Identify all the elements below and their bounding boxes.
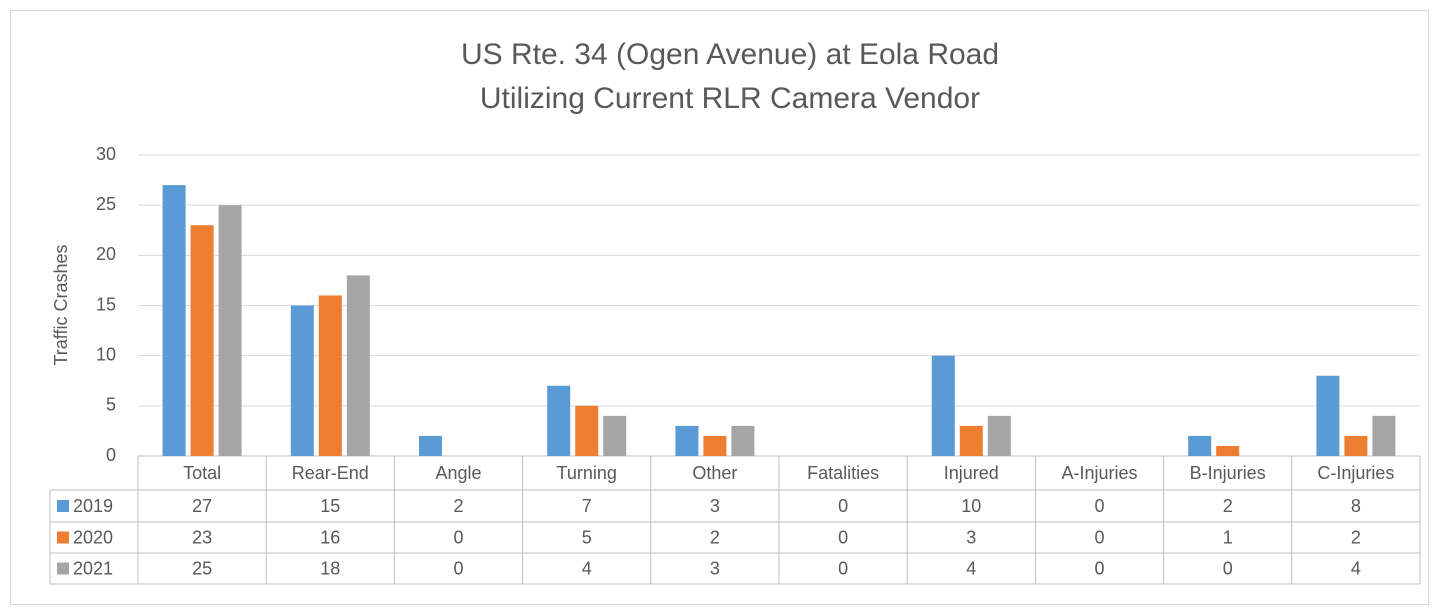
table-value: 2: [1223, 496, 1233, 516]
x-tick-label: B-Injuries: [1190, 463, 1266, 483]
bar: [1344, 435, 1368, 456]
bar: [575, 405, 599, 456]
bar: [547, 385, 571, 456]
table-value: 0: [1223, 558, 1233, 578]
bar: [931, 355, 955, 456]
x-tick-label: Rear-End: [292, 463, 369, 483]
table-value: 27: [192, 496, 212, 516]
bar: [731, 425, 755, 456]
bar: [290, 305, 314, 456]
table-value: 18: [320, 558, 340, 578]
bar: [603, 415, 627, 456]
table-value: 0: [838, 496, 848, 516]
bar: [218, 205, 242, 456]
table-value: 1: [1223, 527, 1233, 547]
bar: [1372, 415, 1396, 456]
table-value: 8: [1351, 496, 1361, 516]
table-value: 5: [582, 527, 592, 547]
y-tick-label: 20: [96, 244, 116, 264]
table-value: 3: [966, 527, 976, 547]
table-value: 15: [320, 496, 340, 516]
bar: [318, 295, 342, 456]
x-tick-label: A-Injuries: [1061, 463, 1137, 483]
bar: [1216, 445, 1240, 456]
bar: [959, 425, 983, 456]
x-tick-label: C-Injuries: [1317, 463, 1394, 483]
y-tick-label: 0: [106, 445, 116, 465]
y-axis-label: Traffic Crashes: [51, 244, 71, 365]
bar: [1316, 375, 1340, 456]
legend-label: 2020: [73, 527, 113, 547]
table-value: 4: [966, 558, 976, 578]
x-tick-label: Total: [183, 463, 221, 483]
chart-title: US Rte. 34 (Ogen Avenue) at Eola Road: [461, 38, 999, 71]
table-value: 0: [453, 527, 463, 547]
table-value: 0: [1094, 558, 1104, 578]
legend-key: [57, 562, 69, 575]
x-tick-label: Other: [692, 463, 737, 483]
table-value: 4: [1351, 558, 1361, 578]
table-value: 10: [961, 496, 981, 516]
table-value: 16: [320, 527, 340, 547]
bar: [987, 415, 1011, 456]
bar: [162, 185, 186, 456]
bar: [675, 425, 699, 456]
y-tick-label: 30: [96, 144, 116, 164]
table-value: 7: [582, 496, 592, 516]
table-value: 0: [838, 558, 848, 578]
legend-label: 2019: [73, 496, 113, 516]
table-value: 0: [1094, 527, 1104, 547]
bar: [703, 435, 727, 456]
table-value: 3: [710, 496, 720, 516]
bar: [346, 275, 370, 456]
legend-label: 2021: [73, 558, 113, 578]
chart-subtitle: Utilizing Current RLR Camera Vendor: [480, 82, 980, 115]
x-tick-label: Injured: [944, 463, 999, 483]
table-value: 25: [192, 558, 212, 578]
table-value: 3: [710, 558, 720, 578]
chart-frame: [10, 10, 1429, 605]
table-value: 0: [1094, 496, 1104, 516]
table-value: 0: [838, 527, 848, 547]
table-value: 0: [453, 558, 463, 578]
x-tick-label: Angle: [435, 463, 481, 483]
table-value: 2: [453, 496, 463, 516]
y-tick-label: 25: [96, 194, 116, 214]
table-value: 23: [192, 527, 212, 547]
x-tick-label: Turning: [557, 463, 617, 483]
bar: [190, 225, 214, 456]
bar: [419, 435, 442, 456]
table-value: 2: [710, 527, 720, 547]
bar: [1188, 435, 1212, 456]
x-tick-label: Fatalities: [807, 463, 879, 483]
y-tick-label: 10: [96, 344, 116, 364]
legend-key: [57, 531, 69, 544]
table-value: 4: [582, 558, 592, 578]
y-tick-label: 5: [106, 395, 116, 415]
table-value: 2: [1351, 527, 1361, 547]
legend-key: [57, 500, 69, 512]
y-tick-label: 15: [96, 294, 116, 314]
